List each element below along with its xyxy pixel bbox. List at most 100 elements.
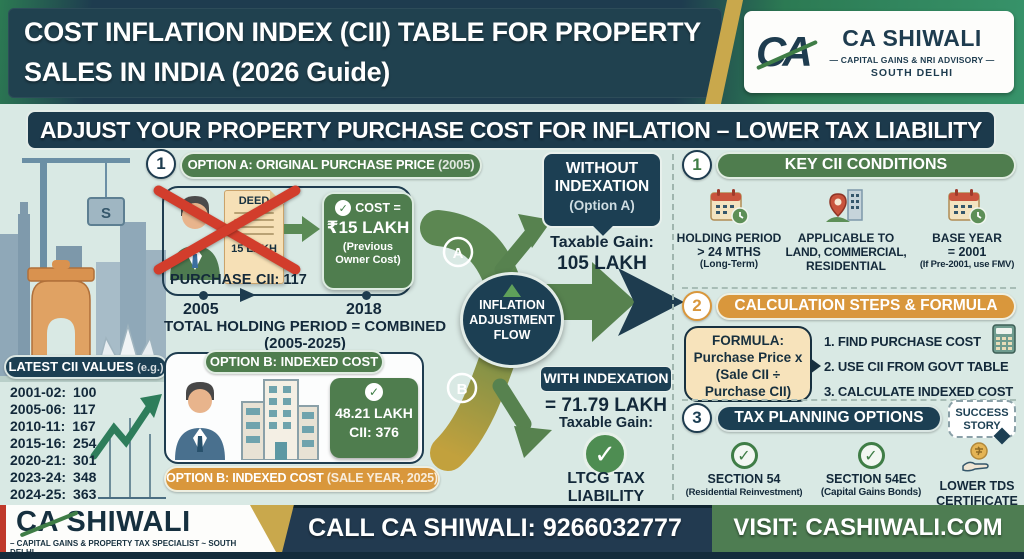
cii-values-table: 2001-02: 100 2005-06: 117 2010-11: 167 2015…	[10, 384, 110, 503]
condition-line3: (If Pre-2001, use FMV)	[919, 259, 1015, 270]
ca-monogram-icon: CA	[756, 25, 818, 79]
holding-period-line2: (2005-2025)	[264, 335, 346, 352]
calendar-clock-icon	[710, 189, 749, 225]
page-title: COST INFLATION INDEX (CII) TABLE FOR PRO…	[24, 12, 724, 92]
calc-step-2: 2. USE CII FROM GOVT TABLE	[824, 359, 1009, 374]
with-gain-label: Taxable Gain:	[558, 415, 653, 431]
item-line1: SECTION 54	[707, 472, 781, 486]
without-line1: WITHOUT	[565, 160, 639, 177]
footer-visit-bg	[712, 505, 1024, 552]
key-conditions-title: KEY CII CONDITIONS	[716, 152, 1016, 179]
item-line1: LOWER TDS	[939, 479, 1015, 493]
ground-line	[0, 376, 166, 382]
navy-arrowhead-icon	[618, 268, 684, 336]
indexed-cost-box: 48.21 LAKH CII: 376	[330, 378, 418, 458]
brand-tagline: — CAPITAL GAINS & NRI ADVISORY —	[829, 55, 995, 65]
step-number-tax-planning: 3	[682, 403, 712, 433]
cost-note: (Previous Owner Cost)	[335, 241, 401, 266]
growth-chart-icon	[90, 394, 166, 499]
ltcg-line1: LTCG TAX	[567, 470, 645, 487]
brand-logo-card: CA CA SHIWALI — CAPITAL GAINS & NRI ADVI…	[744, 11, 1014, 93]
location-building-icon	[826, 189, 863, 222]
without-line3: (Option A)	[569, 198, 635, 213]
option-a-title-text: OPTION A: ORIGINAL PURCHASE PRICE	[187, 157, 435, 172]
section-divider	[682, 399, 1016, 401]
calc-step-3: 3. CALCULATE INDEXED COST	[824, 384, 1014, 399]
arrow-up-icon	[503, 284, 521, 297]
condition-line2: = 2001	[947, 245, 987, 259]
page-title-line1: COST INFLATION INDEX (CII) TABLE FOR PRO…	[24, 17, 701, 47]
success-badge-line2: STORY	[963, 420, 1001, 432]
panel-divider	[672, 154, 674, 500]
arrow-down-right-icon	[514, 426, 552, 458]
item-line2: CERTIFICATE	[936, 494, 1018, 508]
condition-line3: (Long-Term)	[699, 259, 759, 270]
cii-values-title-suffix: (e.g.)	[137, 362, 164, 374]
table-row: 2024-25: 363	[10, 486, 97, 502]
check-icon	[365, 383, 383, 401]
option-b-banner-text: OPTION B: INDEXED COST	[166, 471, 324, 485]
table-row: 2023-24: 348	[10, 469, 97, 485]
footer-brand-name: CA SHIWALI	[16, 506, 191, 539]
option-lower-tds: LOWER TDS CERTIFICATE	[930, 442, 1024, 508]
section-divider	[682, 287, 1016, 289]
table-row: 2001-02: 100	[10, 384, 97, 400]
with-indexation-value: = 71.79 LAKH	[545, 395, 667, 416]
formula-bubble: FORMULA: Purchase Price x (Sale CII ÷ Pu…	[684, 326, 821, 402]
timeline-end-year: 2018	[346, 301, 382, 318]
indexed-amount: 48.21 LAKH	[335, 405, 413, 421]
check-icon	[583, 432, 627, 476]
tax-planning-items: SECTION 54 (Residential Reinvestment) SE…	[676, 442, 1024, 508]
condition-holding-period: HOLDING PERIOD > 24 MTHS (Long-Term)	[676, 188, 782, 271]
brand-name: CA SHIWALI	[842, 25, 982, 51]
cii-376-label: CII: 376	[349, 424, 399, 440]
branch-b-label: B	[457, 381, 468, 398]
with-indexation-pill: WITH INDEXATION	[540, 366, 672, 392]
holding-period-line1: TOTAL HOLDING PERIOD = COMBINED	[163, 318, 447, 335]
without-indexation-bubble: WITHOUT INDEXATION (Option A)	[542, 152, 662, 236]
crane-icon: S	[22, 158, 130, 288]
success-story-badge: SUCCESS STORY	[948, 400, 1016, 445]
step-number-option-a: 1	[146, 149, 176, 179]
without-line2: INDEXATION	[554, 178, 650, 195]
crane-box-label: S	[101, 205, 111, 222]
formula-line2: Purchase Price x	[693, 350, 803, 365]
check-icon	[335, 200, 352, 216]
condition-applicable-to: APPLICABLE TO LAND, COMMERCIAL, RESIDENT…	[782, 188, 910, 273]
brand-location: SOUTH DELHI	[870, 67, 954, 79]
purchase-label: PURCHASE	[170, 272, 252, 288]
ca-monogram-text: CA	[756, 28, 813, 75]
check-icon	[730, 442, 758, 469]
footer-logo-block: CA SHIWALI – CAPITAL GAINS & PROPERTY TA…	[0, 505, 276, 552]
delhi-skyline-illustration: S	[0, 158, 166, 382]
option-b-banner-suffix: (SALE YEAR, 2025)	[326, 471, 438, 485]
step-number-key-conditions: 1	[682, 150, 712, 180]
inflation-adjustment-badge: INFLATION ADJUSTMENT FLOW	[460, 272, 564, 368]
condition-base-year: BASE YEAR = 2001 (If Pre-2001, use FMV)	[910, 188, 1024, 271]
condition-line1: HOLDING PERIOD	[676, 231, 782, 245]
condition-line1: APPLICABLE TO	[797, 231, 895, 245]
footer-red-accent	[0, 505, 6, 552]
building-icon	[241, 379, 319, 460]
table-row: 2005-06: 117	[10, 401, 96, 417]
formula-tail	[810, 358, 821, 374]
ltcg-line2: LIABILITY	[567, 488, 645, 505]
option-b-banner: OPTION B: INDEXED COST (SALE YEAR, 2025)	[164, 466, 440, 492]
tower-icon	[18, 214, 30, 380]
calculation-title: CALCULATION STEPS & FORMULA	[716, 293, 1016, 320]
badge-line1: INFLATION	[479, 298, 545, 312]
footer-bottom-strip	[0, 552, 1024, 559]
timeline-start-year: 2005	[183, 301, 219, 318]
condition-line2: > 24 MTHS	[697, 245, 761, 259]
main-flow-arrow	[506, 262, 636, 342]
condition-line2: LAND, COMMERCIAL,	[785, 245, 907, 259]
call-phone-number: CALL CA SHIWALI: 9266032777	[308, 514, 682, 542]
headline-banner: ADJUST YOUR PROPERTY PURCHASE COST FOR I…	[26, 110, 996, 150]
table-row: 2020-21: 301	[10, 452, 97, 468]
condition-line1: BASE YEAR	[932, 231, 1002, 245]
table-row: 2010-11: 167	[10, 418, 96, 434]
cost-value: ₹15 LAKH	[326, 218, 410, 237]
option-b-title: OPTION B: INDEXED COST	[204, 350, 384, 374]
footer-brand-text: CA SHIWALI	[16, 506, 191, 538]
timeline-dot	[362, 291, 371, 300]
